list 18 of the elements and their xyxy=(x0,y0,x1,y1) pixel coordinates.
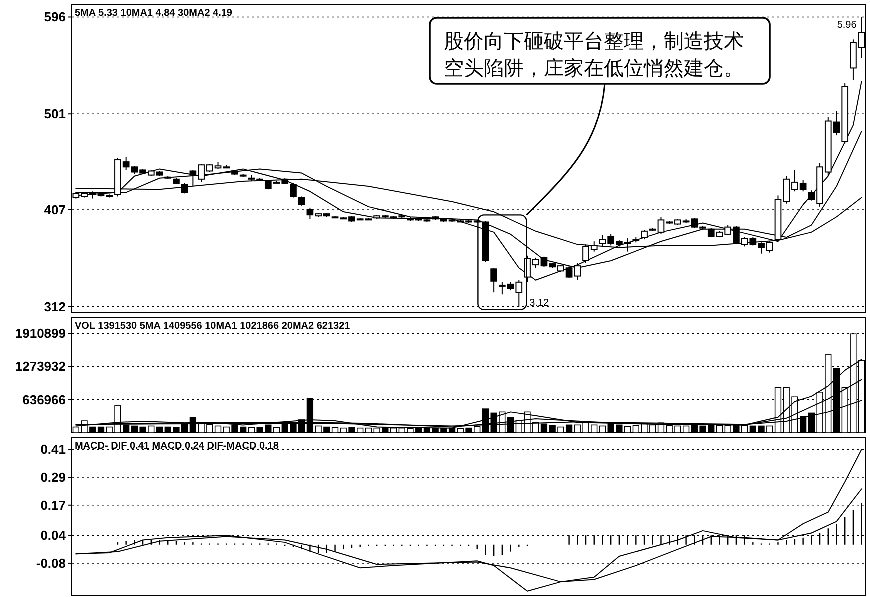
y-tick-label: 1910899 xyxy=(15,326,66,342)
y-tick-label: 0.41 xyxy=(40,442,66,458)
chart-subtitle: VOL 1391530 5MA 1409556 10MA1 1021866 20MA2 621321 xyxy=(75,321,351,332)
y-tick-label: 0.17 xyxy=(40,498,66,513)
y-tick-label: 0.29 xyxy=(40,470,66,485)
annotation: 3.12 xyxy=(530,298,550,309)
chart-subtitle: MACD- DIF 0.41 MACD 0.24 DIF-MACD 0.18 xyxy=(75,441,280,452)
y-tick-label: 501 xyxy=(44,106,66,122)
y-tick-label: 1273932 xyxy=(15,359,66,374)
annotation: 5.96 xyxy=(837,20,858,32)
y-tick-label: 0.04 xyxy=(40,528,67,544)
annotation: 股价向下砸破平台整理，制造技术空头陷阱，庄家在低位悄然建仓。 xyxy=(444,29,744,80)
chart-subtitle: 5MA 5.33 10MA1 4.84 30MA2 4.19 xyxy=(75,8,233,19)
y-tick-label: -0.08 xyxy=(36,556,66,571)
y-tick-label: 312 xyxy=(44,299,66,314)
y-tick-label: 407 xyxy=(44,202,66,218)
y-tick-label: 636966 xyxy=(22,392,66,408)
y-tick-label: 596 xyxy=(44,10,66,25)
